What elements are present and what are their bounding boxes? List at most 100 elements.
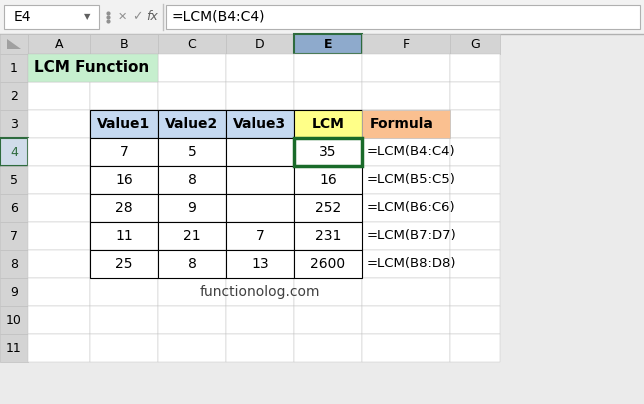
Text: 1: 1	[10, 61, 18, 74]
Bar	[90, 306, 158, 334]
Bar	[28, 166, 90, 194]
Bar	[294, 82, 362, 110]
Bar	[90, 138, 158, 166]
Bar	[294, 166, 362, 194]
Text: LCM Function: LCM Function	[34, 61, 149, 76]
Bar	[226, 306, 294, 334]
Text: 28: 28	[115, 201, 133, 215]
Text: 231: 231	[315, 229, 341, 243]
Bar	[90, 166, 158, 194]
Bar	[158, 110, 226, 138]
Bar	[158, 110, 226, 138]
Polygon shape	[7, 39, 21, 49]
Bar	[226, 250, 294, 278]
Bar	[450, 54, 500, 82]
Bar	[90, 222, 158, 250]
Bar	[90, 194, 158, 222]
Bar	[90, 110, 158, 138]
Text: =LCM(B7:D7): =LCM(B7:D7)	[367, 229, 457, 242]
Text: 7: 7	[10, 229, 18, 242]
Text: 8: 8	[187, 173, 196, 187]
Bar	[90, 54, 158, 82]
Bar	[362, 54, 450, 82]
Text: ▼: ▼	[84, 13, 90, 21]
Bar	[294, 194, 362, 222]
Bar	[294, 222, 362, 250]
Bar	[90, 222, 158, 250]
Bar	[28, 54, 90, 82]
Bar	[90, 110, 158, 138]
Text: A: A	[55, 38, 63, 50]
Bar	[226, 194, 294, 222]
Bar	[226, 138, 294, 166]
Bar	[294, 250, 362, 278]
Text: 11: 11	[6, 341, 22, 354]
Text: LCM: LCM	[312, 117, 345, 131]
Bar	[226, 110, 294, 138]
Text: Value3: Value3	[233, 117, 287, 131]
Bar	[28, 334, 90, 362]
Bar	[226, 138, 294, 166]
Bar	[90, 278, 158, 306]
Text: 16: 16	[115, 173, 133, 187]
Bar	[158, 138, 226, 166]
Text: D: D	[255, 38, 265, 50]
Bar	[294, 194, 362, 222]
Bar	[158, 166, 226, 194]
Bar	[158, 82, 226, 110]
Bar	[362, 110, 450, 138]
Text: Formula: Formula	[370, 117, 434, 131]
Bar	[362, 166, 450, 194]
Text: 6: 6	[10, 202, 18, 215]
Text: =LCM(B6:C6): =LCM(B6:C6)	[367, 202, 455, 215]
Bar	[226, 222, 294, 250]
Text: 9: 9	[10, 286, 18, 299]
Bar	[362, 34, 450, 54]
Text: 2: 2	[10, 90, 18, 103]
Bar	[226, 166, 294, 194]
Bar	[0, 194, 28, 222]
Text: 252: 252	[315, 201, 341, 215]
Bar	[0, 306, 28, 334]
Text: 8: 8	[10, 257, 18, 271]
Bar	[158, 166, 226, 194]
Bar	[158, 306, 226, 334]
Bar	[28, 222, 90, 250]
Bar	[294, 54, 362, 82]
Bar	[226, 194, 294, 222]
Bar	[362, 110, 450, 138]
Bar	[450, 194, 500, 222]
Bar	[294, 34, 362, 54]
Bar	[0, 54, 28, 82]
Bar	[362, 334, 450, 362]
Bar	[226, 166, 294, 194]
Text: F: F	[402, 38, 410, 50]
Text: 9: 9	[187, 201, 196, 215]
Bar	[294, 110, 362, 138]
Bar	[450, 334, 500, 362]
Bar	[450, 278, 500, 306]
Text: 35: 35	[319, 145, 337, 159]
Bar	[226, 82, 294, 110]
Bar	[226, 250, 294, 278]
Bar	[28, 194, 90, 222]
Bar	[0, 166, 28, 194]
Bar	[90, 250, 158, 278]
Bar	[0, 138, 28, 166]
Bar	[226, 110, 294, 138]
Bar	[362, 306, 450, 334]
Text: 7: 7	[256, 229, 265, 243]
Bar	[28, 306, 90, 334]
Bar	[0, 82, 28, 110]
Bar	[158, 54, 226, 82]
Bar	[450, 110, 500, 138]
Bar	[166, 5, 640, 29]
Text: B: B	[120, 38, 128, 50]
Bar	[158, 222, 226, 250]
Text: ✓: ✓	[132, 11, 142, 23]
Bar	[294, 278, 362, 306]
Text: 2600: 2600	[310, 257, 346, 271]
Bar	[158, 250, 226, 278]
Bar	[294, 222, 362, 250]
Text: 21: 21	[183, 229, 201, 243]
